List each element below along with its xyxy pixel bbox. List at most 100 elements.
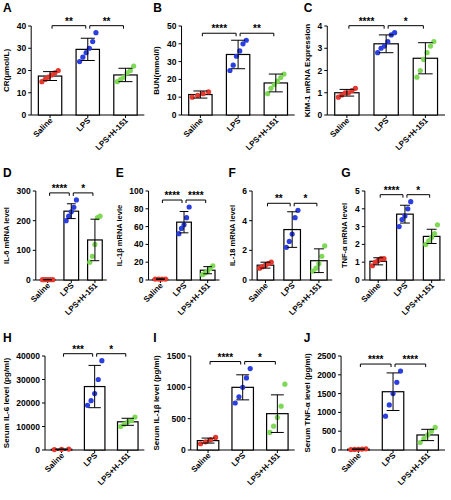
data-point	[313, 266, 318, 271]
y-tick	[324, 48, 327, 49]
data-point	[292, 215, 297, 220]
error-bar	[287, 212, 297, 248]
x-tick-label: LPS+H-151	[244, 116, 280, 152]
y-tick-label: 200	[17, 216, 31, 226]
data-point	[201, 91, 206, 96]
y-tick	[324, 70, 327, 71]
error-bar	[156, 278, 165, 280]
significance-label: ****	[188, 190, 204, 201]
x-tick-label: LPS	[82, 451, 100, 469]
panel-letter: H	[3, 331, 12, 345]
y-tick-label: 20000	[16, 398, 40, 408]
y-tick	[42, 426, 45, 427]
y-axis-label: IL-18 mRNA level	[228, 205, 237, 266]
data-point	[66, 214, 71, 219]
y-tick-label: 1000	[317, 407, 336, 417]
error-bar	[260, 262, 270, 268]
marks	[370, 199, 440, 280]
y-tick-label: 1	[355, 257, 360, 267]
y-axis-label: TNF-α mRNA level	[340, 203, 349, 268]
error-bar	[427, 229, 437, 243]
y-tick	[179, 26, 182, 27]
y-tick	[362, 191, 365, 192]
y-tick	[33, 250, 36, 251]
data-point	[77, 59, 82, 64]
bar	[64, 211, 79, 280]
x-tick-label: LPS	[392, 281, 410, 299]
y-tick	[188, 356, 191, 357]
data-point	[96, 377, 101, 382]
panel-letter: E	[116, 166, 124, 180]
data-point	[74, 197, 79, 202]
significance-label: ****	[52, 183, 68, 194]
data-point	[231, 63, 236, 68]
y-tick-label: 0	[242, 275, 247, 285]
y-tick-label: 0	[139, 275, 144, 285]
data-point	[198, 441, 203, 446]
x-tick-label: Saline	[360, 281, 383, 304]
x-tick-label: LPS+H-151	[246, 451, 282, 487]
data-point	[85, 403, 90, 408]
data-point	[93, 30, 98, 35]
error-bar	[373, 258, 383, 265]
x-tick-label: LPS	[373, 116, 391, 134]
panel: GTNF-α mRNA level012345SalineLPSLPS+H-15…	[340, 166, 445, 317]
y-tick-label: 20	[134, 257, 144, 267]
y-tick	[28, 70, 31, 71]
data-point	[99, 358, 104, 363]
marks	[335, 30, 438, 115]
significance-label: *	[258, 352, 262, 363]
y-tick-label: 0	[355, 275, 360, 285]
error-bar	[81, 38, 95, 60]
x-tick-label: Saline	[43, 451, 66, 474]
bar	[374, 44, 398, 115]
data-point	[213, 435, 218, 440]
marks	[189, 38, 288, 115]
x-tick-label: LPS	[75, 116, 93, 134]
marks	[197, 366, 288, 450]
y-tick	[146, 208, 149, 209]
data-point	[90, 254, 95, 259]
significance-label: *	[404, 16, 408, 27]
significance-label: ****	[218, 352, 234, 363]
significance-label: ****	[368, 354, 384, 365]
data-point	[435, 222, 440, 227]
y-tick-label: 300	[17, 186, 31, 196]
bar	[118, 422, 139, 450]
y-tick-label: 6	[242, 186, 247, 196]
y-tick	[179, 97, 182, 98]
data-point	[236, 394, 241, 399]
significance-label: ****	[164, 190, 180, 201]
panel-letter: F	[229, 166, 236, 180]
y-tick-label: 4	[242, 216, 247, 226]
y-tick	[338, 356, 341, 357]
data-point	[90, 39, 95, 44]
data-point	[71, 205, 76, 210]
data-point	[418, 68, 423, 73]
x-tick-label: LPS	[380, 451, 398, 469]
y-axis	[35, 191, 36, 280]
marks	[40, 197, 103, 282]
y-tick	[33, 220, 36, 221]
marks	[348, 368, 439, 452]
y-tick	[362, 208, 365, 209]
y-tick	[362, 244, 365, 245]
y-tick-label: 3	[355, 222, 360, 232]
y-tick	[146, 244, 149, 245]
data-point	[56, 68, 61, 73]
y-tick-label: 500	[172, 414, 186, 424]
y-tick-label: 1500	[317, 389, 336, 399]
data-point	[322, 243, 327, 248]
panel-letter: I	[153, 331, 156, 345]
data-point	[428, 43, 433, 48]
y-axis-label: KIM-1 mRNA Expression	[303, 24, 312, 118]
y-tick-label: 10	[17, 88, 27, 98]
y-tick-label: 100	[17, 245, 31, 255]
y-tick-label: 30000	[16, 375, 40, 385]
y-tick-label: 30	[17, 43, 27, 53]
y-tick	[179, 43, 182, 44]
y-tick	[362, 262, 365, 263]
data-point	[88, 398, 93, 403]
error-bar	[43, 279, 52, 280]
data-point	[287, 239, 292, 244]
